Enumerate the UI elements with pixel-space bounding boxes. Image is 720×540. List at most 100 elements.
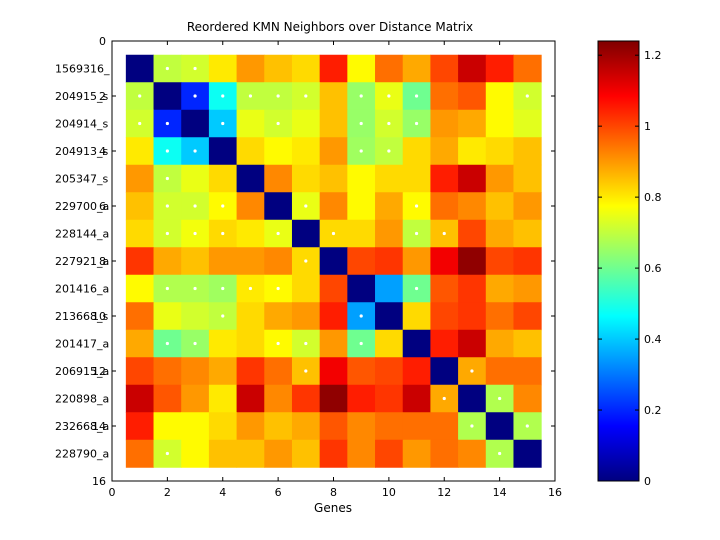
heatmap-cell xyxy=(485,412,514,441)
neighbor-marker xyxy=(498,451,502,456)
heatmap-cell xyxy=(181,164,210,193)
colorbar-tick-label: 1 xyxy=(644,120,651,133)
heatmap-cell xyxy=(375,219,404,248)
y-tick-label: 12 xyxy=(92,365,106,378)
heatmap-cell xyxy=(375,164,404,193)
x-tick-label: 12 xyxy=(437,486,451,499)
heatmap-cell xyxy=(485,192,514,221)
heatmap-cell xyxy=(430,329,459,358)
y-tick-label: 10 xyxy=(92,310,106,323)
heatmap-cell xyxy=(347,384,376,413)
row-label: 227921_a xyxy=(55,255,109,268)
neighbor-marker xyxy=(193,66,197,71)
heatmap-cell xyxy=(319,384,348,413)
neighbor-marker xyxy=(165,286,169,291)
heatmap-cell xyxy=(236,412,265,441)
row-label: 201417_a xyxy=(55,338,109,351)
colorbar-tick-label: 0.2 xyxy=(644,404,662,417)
heatmap-cell xyxy=(430,82,459,111)
heatmap-cell xyxy=(125,302,155,331)
heatmap-cell xyxy=(458,54,487,83)
neighbor-marker xyxy=(276,286,280,291)
heatmap-cell xyxy=(153,247,182,276)
heatmap-cell xyxy=(430,357,459,386)
heatmap-cell xyxy=(430,54,459,83)
heatmap-cell xyxy=(458,302,487,331)
heatmap-cell xyxy=(347,357,376,386)
row-label: 1569316_ xyxy=(55,63,110,76)
neighbor-marker xyxy=(165,66,169,71)
heatmap-cell xyxy=(458,274,487,303)
heatmap-cell xyxy=(236,247,265,276)
heatmap-cell xyxy=(153,384,182,413)
row-label: 213668_s xyxy=(55,310,108,323)
row-label: 206915_a xyxy=(55,365,109,378)
heatmap-cell xyxy=(485,137,514,166)
neighbor-marker xyxy=(414,204,419,208)
neighbor-marker xyxy=(359,341,363,346)
neighbor-marker xyxy=(387,121,391,126)
neighbor-marker xyxy=(387,94,391,98)
heatmap-cell xyxy=(125,439,155,468)
heatmap-cell xyxy=(181,412,210,441)
neighbor-marker xyxy=(165,204,169,208)
neighbor-marker xyxy=(470,369,474,373)
neighbor-marker xyxy=(221,94,225,98)
heatmap-cell xyxy=(458,329,487,358)
neighbor-marker xyxy=(414,286,419,291)
heatmap-cell xyxy=(319,274,348,303)
neighbor-marker xyxy=(276,341,280,346)
heatmap-cell xyxy=(402,439,431,468)
heatmap-cell xyxy=(319,439,348,468)
heatmap-cell xyxy=(513,384,542,413)
neighbor-marker xyxy=(221,204,225,208)
heatmap-cell xyxy=(153,302,182,331)
x-tick-label: 14 xyxy=(493,486,507,499)
heatmap-cell xyxy=(181,384,210,413)
heatmap-cell xyxy=(125,412,155,441)
heatmap-cell xyxy=(181,247,210,276)
heatmap-cell xyxy=(291,412,321,441)
heatmap-cell xyxy=(513,192,542,221)
heatmap-cell xyxy=(125,329,155,358)
neighbor-marker xyxy=(165,341,169,346)
heatmap-cell xyxy=(458,439,487,468)
heatmap-cell xyxy=(264,439,293,468)
heatmap-cell xyxy=(208,247,238,276)
heatmap-cell xyxy=(153,357,182,386)
colorbar-tick-label: 0.6 xyxy=(644,262,662,275)
heatmap-cell xyxy=(319,247,348,276)
row-label: 229700_a xyxy=(55,200,109,213)
colorbar-tick-label: 0.8 xyxy=(644,191,662,204)
heatmap-cell xyxy=(125,164,155,193)
heatmap-cell xyxy=(181,109,210,138)
heatmap-cell xyxy=(347,247,376,276)
heatmap-cell xyxy=(485,82,514,111)
heatmap-cell xyxy=(125,54,155,83)
heatmap-cell xyxy=(402,137,431,166)
heatmap-cell xyxy=(347,219,376,248)
row-label: 201416_a xyxy=(55,283,109,296)
heatmap-cell xyxy=(347,192,376,221)
colorbar xyxy=(597,40,640,482)
heatmap-cell xyxy=(485,219,514,248)
heatmap-cell xyxy=(208,357,238,386)
heatmap-cell xyxy=(485,247,514,276)
heatmap-cell xyxy=(402,384,431,413)
heatmap-cell xyxy=(125,274,155,303)
heatmap-cell xyxy=(375,329,404,358)
neighbor-marker xyxy=(331,231,336,236)
heatmap-cell xyxy=(513,329,542,358)
heatmap-cell xyxy=(236,439,265,468)
heatmap-cell xyxy=(125,219,155,248)
heatmap-cell xyxy=(236,357,265,386)
heatmap-cell xyxy=(319,357,348,386)
row-label: 220898_a xyxy=(55,393,109,406)
neighbor-marker xyxy=(248,286,253,291)
x-tick-label: 6 xyxy=(275,486,282,499)
heatmap-cell xyxy=(236,137,265,166)
neighbor-marker xyxy=(193,341,197,346)
row-labels: 1569316_ 204915_s 204914_s 204913_s 205347_s… xyxy=(55,63,110,461)
neighbor-marker xyxy=(414,231,419,236)
heatmap-cell xyxy=(430,302,459,331)
